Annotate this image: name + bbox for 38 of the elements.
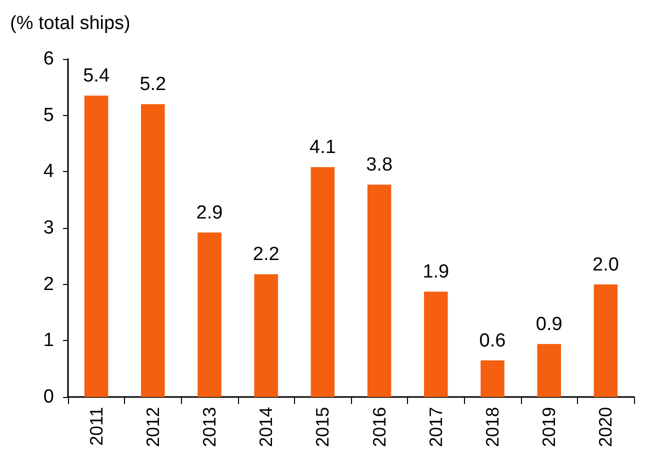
y-tick-label: 6 — [43, 48, 54, 70]
x-tick-label: 2015 — [312, 407, 333, 448]
data-label: 2.9 — [196, 202, 223, 224]
x-tick-label: 2020 — [596, 407, 616, 448]
y-tick-label: 1 — [43, 330, 54, 352]
x-tick-label: 2018 — [482, 407, 502, 448]
x-tick-label: 2017 — [426, 407, 446, 448]
bar — [141, 104, 165, 397]
bar — [480, 360, 504, 397]
bar — [537, 344, 561, 397]
x-tick-label: 2016 — [369, 407, 390, 448]
y-tick-label: 2 — [43, 274, 54, 295]
bar — [424, 292, 448, 397]
y-axis-title: (% total ships) — [10, 13, 130, 34]
y-tick-label: 5 — [43, 104, 54, 126]
data-label: 0.9 — [536, 314, 562, 336]
bar — [367, 184, 392, 397]
data-label: 0.6 — [479, 330, 506, 352]
data-label: 5.2 — [140, 74, 166, 96]
y-tick-label: 0 — [43, 386, 54, 408]
x-tick-label: 2012 — [142, 407, 163, 448]
data-label: 2.2 — [252, 244, 280, 266]
y-tick-label: 3 — [43, 218, 54, 238]
data-label: 3.8 — [366, 154, 393, 176]
x-tick-label: 2011 — [86, 407, 106, 446]
data-label: 4.1 — [309, 137, 336, 158]
y-tick-label: 4 — [43, 161, 54, 182]
data-label: 2.0 — [592, 254, 619, 276]
x-tick-label: 2014 — [256, 407, 276, 448]
bar — [254, 274, 278, 397]
data-label: 1.9 — [422, 262, 450, 283]
bar — [84, 96, 108, 397]
bar — [594, 284, 618, 397]
bar — [198, 232, 222, 397]
x-tick-label: 2019 — [539, 407, 560, 448]
x-tick-label: 2013 — [200, 407, 220, 448]
bar — [310, 167, 335, 397]
data-label: 5.4 — [83, 66, 110, 87]
